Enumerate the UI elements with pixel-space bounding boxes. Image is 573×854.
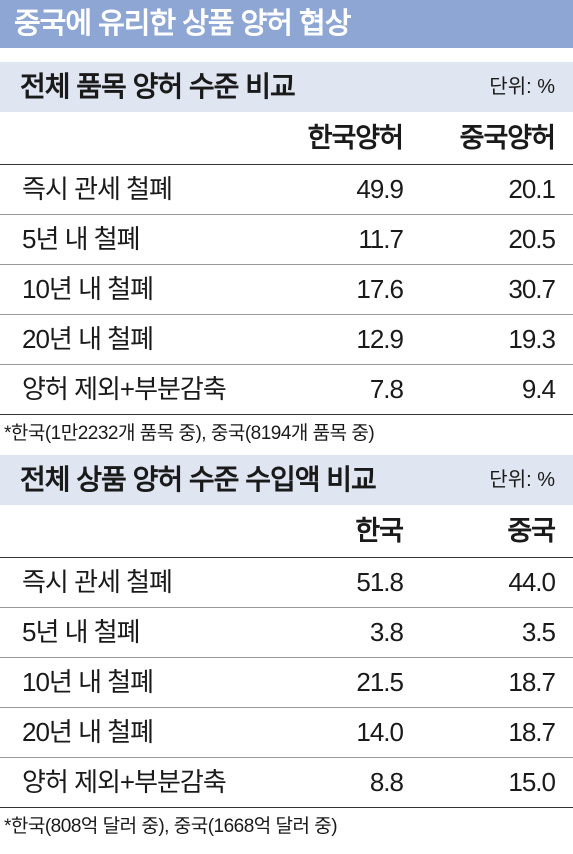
cell-value: 12.9 xyxy=(356,324,404,354)
row-divider xyxy=(0,264,573,265)
footnote: *한국(1만2232개 품목 중), 중국(8194개 품목 중) xyxy=(4,423,375,444)
footnote: *한국(808억 달러 중), 중국(1668억 달러 중) xyxy=(4,816,338,837)
row-divider xyxy=(0,657,573,658)
column-header: 한국 xyxy=(355,516,404,546)
row-label: 양허 제외+부분감축 xyxy=(22,374,227,404)
row-divider xyxy=(0,364,573,365)
page-title: 중국에 유리한 상품 양허 협상 xyxy=(14,8,351,40)
row-label: 즉시 관세 철폐 xyxy=(22,174,173,204)
title-banner xyxy=(0,0,573,48)
row-divider xyxy=(0,314,573,315)
row-label: 20년 내 철폐 xyxy=(22,324,154,354)
row-divider xyxy=(0,707,573,708)
row-label: 10년 내 철폐 xyxy=(22,274,154,304)
cell-value: 51.8 xyxy=(356,567,404,597)
column-header: 중국양허 xyxy=(459,123,556,153)
cell-value: 3.8 xyxy=(369,617,404,647)
cell-value: 18.7 xyxy=(508,667,556,697)
cell-value: 17.6 xyxy=(356,274,404,304)
table-bottom xyxy=(0,414,573,415)
row-label: 10년 내 철폐 xyxy=(22,667,154,697)
row-divider xyxy=(0,607,573,608)
section-header xyxy=(0,455,573,505)
cell-value: 14.0 xyxy=(356,717,404,747)
header-divider xyxy=(0,557,573,558)
table-bottom xyxy=(0,807,573,808)
cell-value: 7.8 xyxy=(369,374,404,404)
row-divider xyxy=(0,214,573,215)
cell-value: 44.0 xyxy=(508,567,556,597)
row-divider xyxy=(0,757,573,758)
unit-label: 단위: % xyxy=(489,76,555,98)
cell-value: 49.9 xyxy=(356,174,404,204)
cell-value: 21.5 xyxy=(356,667,404,697)
column-header: 중국 xyxy=(507,516,556,546)
column-header: 한국양허 xyxy=(307,123,404,153)
row-label: 양허 제외+부분감축 xyxy=(22,767,227,797)
row-label: 5년 내 철폐 xyxy=(22,617,141,647)
cell-value: 9.4 xyxy=(521,374,556,404)
section-title: 전체 품목 양허 수준 비교 xyxy=(20,71,296,102)
cell-value: 3.5 xyxy=(521,617,556,647)
row-label: 20년 내 철폐 xyxy=(22,717,154,747)
cell-value: 8.8 xyxy=(369,767,404,797)
header-divider xyxy=(0,164,573,165)
cell-value: 30.7 xyxy=(508,274,556,304)
section-header xyxy=(0,62,573,112)
cell-value: 20.5 xyxy=(508,224,556,254)
unit-label: 단위: % xyxy=(489,469,555,491)
cell-value: 15.0 xyxy=(508,767,556,797)
row-label: 5년 내 철폐 xyxy=(22,224,141,254)
cell-value: 18.7 xyxy=(508,717,556,747)
cell-value: 19.3 xyxy=(508,324,556,354)
row-label: 즉시 관세 철폐 xyxy=(22,567,173,597)
section-title: 전체 상품 양허 수준 수입액 비교 xyxy=(20,464,377,495)
cell-value: 20.1 xyxy=(508,174,556,204)
cell-value: 11.7 xyxy=(358,224,404,254)
